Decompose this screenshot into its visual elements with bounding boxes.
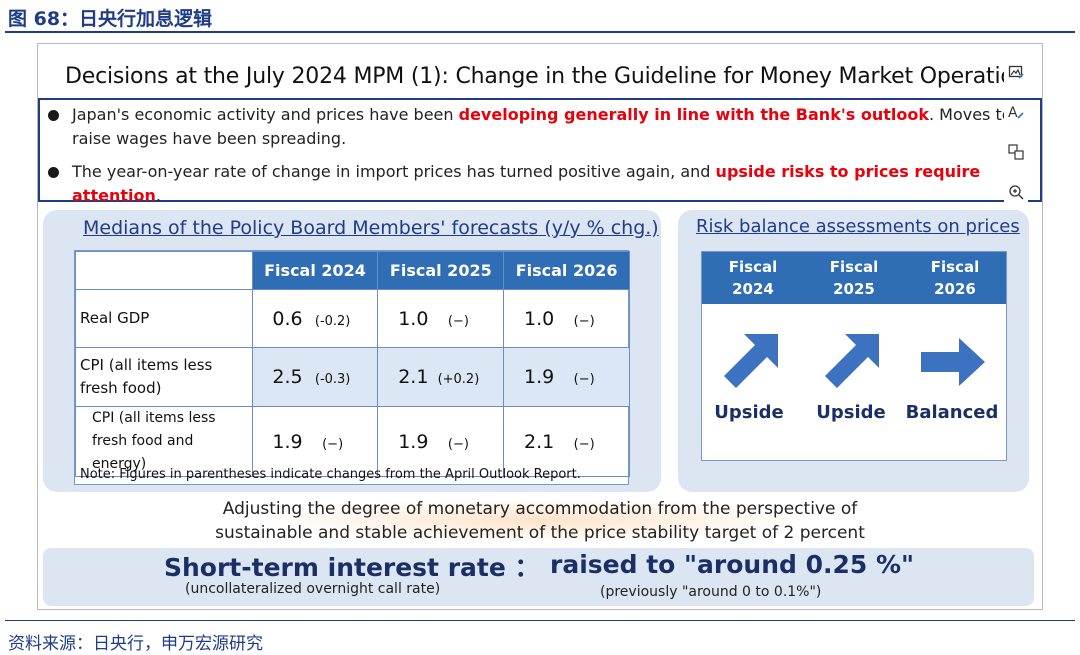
cell-value: 1.0 (523, 307, 555, 330)
table-cell: 2.1 (+0.2) (377, 347, 505, 407)
bullet-dot-icon (48, 110, 59, 121)
cell-change: (-0.2) (314, 313, 351, 329)
cell-value: 1.9 (398, 430, 429, 453)
risk-col-line2: 2026 (934, 280, 976, 298)
bullet-highlight: developing generally in line with the Ba… (458, 105, 929, 124)
bullet-text-pre: Japan's economic activity and prices hav… (72, 105, 459, 124)
risk-column-header: Fiscal 2025 (804, 256, 904, 300)
risk-column-header: Fiscal 2026 (905, 256, 1005, 300)
risk-header: Fiscal 2024 Fiscal 2025 Fiscal 2026 (702, 252, 1006, 304)
rate-title: Short-term interest rate ： (164, 553, 540, 582)
column-header: Fiscal 2026 (503, 251, 630, 290)
bullet-economy: Japan's economic activity and prices hav… (48, 103, 1036, 151)
bullet-text-pre: The year-on-year rate of change in impor… (72, 162, 716, 181)
risk-assessment: Upside (816, 402, 886, 423)
translate-icon[interactable] (1004, 140, 1028, 164)
risk-col-line1: Fiscal (829, 258, 879, 276)
table-row: CPI (all items less fresh food) 2.5 (-0.3… (75, 347, 630, 407)
cell-change: (+0.2) (437, 372, 480, 387)
risk-col-line1: Fiscal (930, 258, 980, 276)
bullet-text-post: . (155, 186, 161, 205)
bullet-dot-icon (48, 167, 59, 178)
source-note: 资料来源：日央行，申万宏源研究 (8, 634, 263, 654)
cell-change: (−) (573, 436, 595, 452)
table-cell: 1.9 (−) (251, 406, 379, 477)
rate-subtitle: (uncollateralized overnight call rate) (185, 581, 441, 597)
rate-previous: (previously "around 0 to 0.1%") (600, 584, 822, 600)
row-label: CPI (all items less fresh food and energ… (75, 406, 253, 477)
cell-change: (−) (447, 313, 469, 329)
text-style-icon[interactable]: A (1004, 100, 1028, 124)
cell-value: 2.5 (272, 366, 303, 388)
table-cell: 0.6 (-0.2) (251, 289, 379, 348)
cell-value: 1.9 (272, 430, 303, 453)
svg-text:A: A (1008, 105, 1018, 120)
image-edit-icon[interactable] (1004, 60, 1028, 84)
figure-title: 图 68：日央行加息逻辑 (8, 8, 213, 30)
risk-panel: Risk balance assessments on prices Fisca… (678, 210, 1029, 492)
arrow-up-right-icon (724, 334, 778, 388)
rate-decision-bar: Short-term interest rate ： (uncollateral… (43, 548, 1034, 606)
cell-value: 1.0 (398, 307, 429, 330)
risk-col-line2: 2025 (833, 280, 875, 298)
table-note: Note: Figures in parentheses indicate ch… (80, 467, 581, 482)
highlight-glow (258, 498, 818, 542)
table-cell: 2.5 (-0.3) (251, 347, 379, 407)
risk-col-line2: 2024 (732, 280, 774, 298)
cell-value: 2.1 (523, 430, 555, 453)
risk-panel-title: Risk balance assessments on prices (696, 216, 1020, 237)
bullet-import-prices: The year-on-year rate of change in impor… (48, 160, 1036, 208)
forecast-panel: Medians of the Policy Board Members' for… (43, 210, 661, 492)
cell-change: (−) (447, 436, 469, 452)
bottom-divider (5, 620, 1075, 621)
bullet-text: The year-on-year rate of change in impor… (72, 160, 1036, 208)
table-cell: 1.0 (−) (377, 289, 505, 348)
slide: Decisions at the July 2024 MPM (1): Chan… (37, 43, 1043, 610)
risk-column-header: Fiscal 2024 (703, 256, 803, 300)
table-cell: 1.9 (−) (377, 406, 505, 477)
forecast-table: Fiscal 2024 Fiscal 2025 Fiscal 2026 Real… (74, 250, 630, 485)
column-header: Fiscal 2025 (377, 251, 505, 290)
table-cell: 1.9 (−) (503, 347, 630, 407)
slide-title: Decisions at the July 2024 MPM (1): Chan… (65, 64, 1028, 89)
cell-value: 1.9 (523, 366, 555, 388)
risk-assessment: Balanced (905, 402, 999, 423)
table-corner-cell (75, 251, 253, 290)
row-label: Real GDP (75, 289, 253, 348)
risk-col-line1: Fiscal (728, 258, 778, 276)
table-cell: 2.1 (−) (503, 406, 630, 477)
risk-assessment: Upside (714, 402, 784, 423)
table-cell: 1.0 (−) (503, 289, 630, 348)
policy-rationale: Adjusting the degree of monetary accommo… (38, 497, 1042, 545)
forecast-panel-title: Medians of the Policy Board Members' for… (83, 217, 659, 239)
risk-table: Fiscal 2024 Fiscal 2025 Fiscal 2026 Upside … (701, 251, 1007, 461)
table-row: Real GDP 0.6 (-0.2) 1.0 (−) 1.0 (−) (75, 289, 630, 348)
rationale-line: Adjusting the degree of monetary accommo… (222, 499, 858, 519)
cell-change: (-0.3) (314, 372, 351, 387)
top-divider (5, 31, 1075, 33)
cell-change: (−) (573, 313, 595, 329)
zoom-icon[interactable] (1004, 180, 1028, 204)
summary-bullets: Japan's economic activity and prices hav… (38, 98, 1042, 205)
bullet-text: Japan's economic activity and prices hav… (72, 103, 1036, 151)
rate-value: raised to "around 0.25 %" (550, 550, 915, 579)
rationale-line: sustainable and stable achievement of th… (215, 523, 865, 543)
cell-change: (−) (322, 436, 344, 452)
table-row: CPI (all items less fresh food and energ… (75, 406, 630, 477)
row-label: CPI (all items less fresh food) (75, 347, 253, 407)
bullet-highlight: upside risks to prices require attention (72, 162, 981, 205)
cell-value: 2.1 (398, 366, 429, 388)
cell-value: 0.6 (272, 307, 303, 330)
arrow-right-icon (921, 338, 985, 386)
table-header-row: Fiscal 2024 Fiscal 2025 Fiscal 2026 (75, 251, 630, 290)
bullet-text-post: . Moves to raise wages have been spreadi… (72, 105, 1012, 148)
arrow-up-right-icon (825, 334, 879, 388)
column-header: Fiscal 2024 (251, 251, 379, 290)
cell-change: (−) (573, 372, 595, 387)
